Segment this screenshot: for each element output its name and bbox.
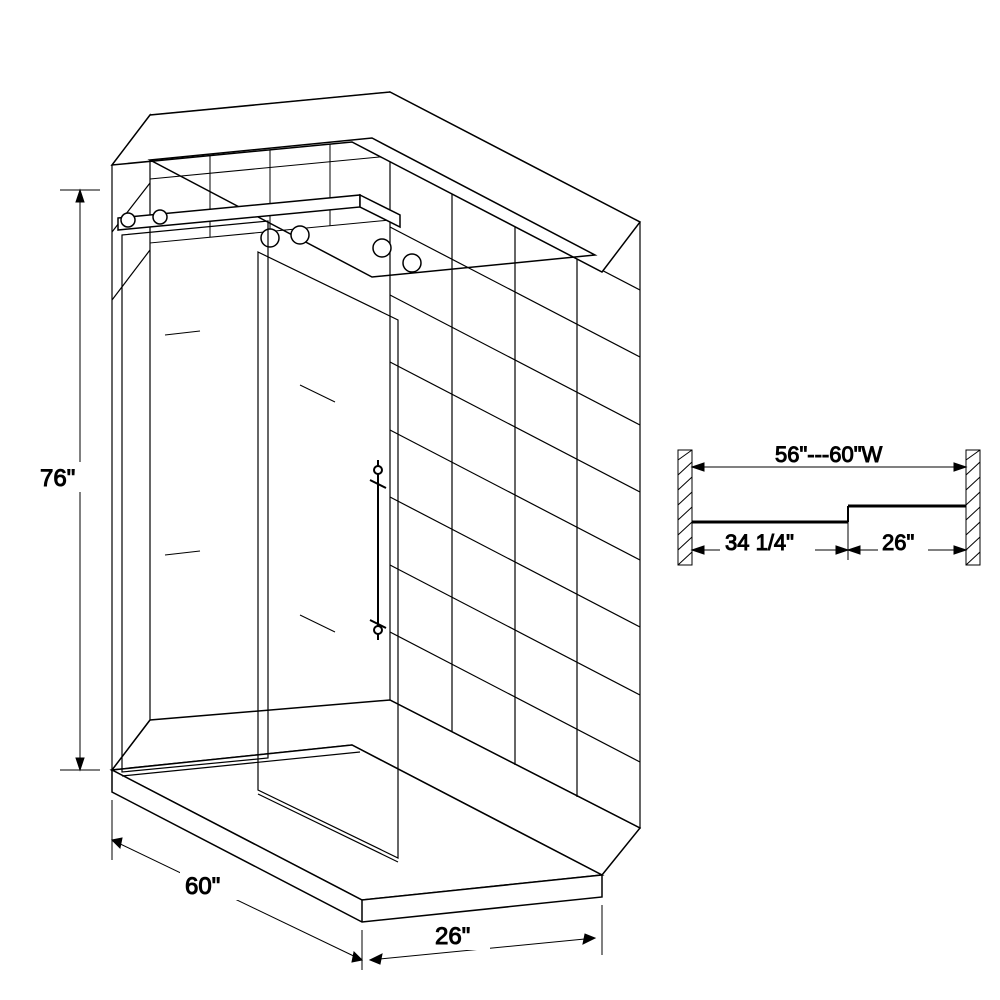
plan-dim-panel-b: 26" bbox=[848, 530, 966, 555]
plan-left-wall bbox=[678, 450, 692, 565]
plan-panel-a-label: 34 1/4" bbox=[725, 530, 794, 555]
plan-total-width-label: 56"---60"W bbox=[775, 442, 883, 467]
plan-dim-total: 56"---60"W bbox=[692, 440, 966, 471]
plan-panel-b-label: 26" bbox=[882, 530, 914, 555]
door-handle bbox=[370, 460, 386, 640]
dim-width-label: 60" bbox=[185, 873, 220, 900]
dim-height: 76" bbox=[35, 190, 100, 770]
technical-drawing: 76" 60" 26" bbox=[0, 0, 1000, 1000]
fixed-glass-panel bbox=[122, 221, 268, 772]
dim-height-label: 76" bbox=[40, 465, 75, 492]
plan-dim-panel-a: 34 1/4" bbox=[692, 530, 848, 555]
isometric-view bbox=[112, 92, 640, 922]
plan-panels bbox=[692, 506, 966, 522]
dim-depth-label: 26" bbox=[435, 923, 470, 950]
plan-view: 56"---60"W 34 1/4" 26" bbox=[678, 440, 980, 565]
plan-right-wall bbox=[966, 450, 980, 565]
door-track bbox=[118, 195, 421, 272]
